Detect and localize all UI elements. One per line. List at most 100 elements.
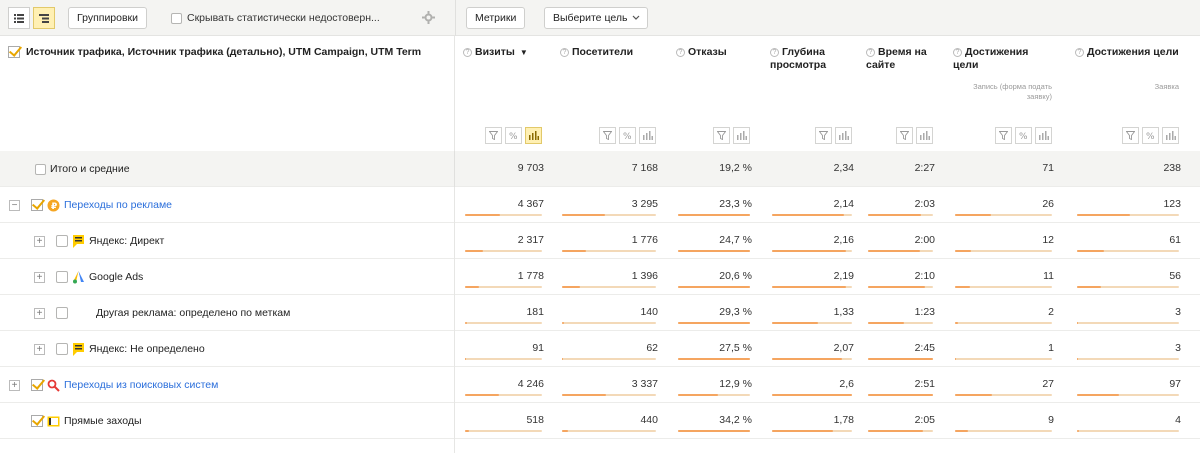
filter-button[interactable] — [485, 127, 502, 144]
dimension-checkbox[interactable] — [8, 46, 20, 58]
dimension-cell: + Яндекс: Не определено — [0, 331, 455, 367]
total-row[interactable]: Итого и средние 9 703 7 168 19,2 % 2,34 2:27 7… — [0, 151, 1200, 187]
column-header[interactable]: ? Глубина просмотра — [770, 36, 858, 151]
row-link[interactable]: Переходы по рекламе — [64, 199, 173, 211]
table-row[interactable]: + Яндекс: Директ 2 317 1 776 24,7 % 2,16 2:00 1… — [0, 223, 1200, 259]
metric-cell: 12 — [1042, 234, 1054, 246]
metric-cell: 2:05 — [914, 414, 935, 426]
row-checkbox[interactable] — [31, 415, 43, 427]
metric-cell: 19,2 % — [719, 162, 752, 174]
row-checkbox[interactable] — [56, 235, 68, 247]
collapse-icon[interactable]: − — [9, 199, 20, 211]
percent-button[interactable]: % — [619, 127, 636, 144]
row-checkbox[interactable] — [31, 199, 43, 211]
metric-cell: 2,16 — [833, 234, 854, 246]
groupings-button[interactable]: Группировки — [68, 7, 148, 29]
bar-chart-button[interactable] — [1035, 127, 1052, 144]
column-title[interactable]: ? Достижения цели — [1075, 46, 1179, 59]
help-icon[interactable]: ? — [953, 48, 962, 57]
list-icon — [14, 13, 24, 23]
filter-button[interactable] — [1122, 127, 1139, 144]
expand-icon[interactable]: + — [34, 235, 45, 247]
filter-button[interactable] — [896, 127, 913, 144]
column-title[interactable]: ? Время на сайте — [866, 46, 933, 72]
column-header[interactable]: ? Достижения цели Заявка% — [1075, 36, 1185, 151]
filter-button[interactable] — [995, 127, 1012, 144]
filter-button[interactable] — [713, 127, 730, 144]
table-row-partial — [0, 439, 1200, 453]
metric-bar-fill — [868, 394, 933, 396]
help-icon[interactable]: ? — [560, 48, 569, 57]
column-header[interactable]: ? Посетители% — [560, 36, 662, 151]
dimension-cell: + Google Ads — [0, 259, 455, 295]
tree-view-button[interactable] — [33, 7, 55, 29]
expand-icon[interactable]: + — [34, 343, 45, 355]
metric-cell: 2:00 — [914, 234, 935, 246]
column-title[interactable]: ? Глубина просмотра — [770, 46, 852, 72]
table-row[interactable]: + Переходы из поисковых систем 4 246 3 337 1… — [0, 367, 1200, 403]
column-header[interactable]: ? Достижения цели Запись (форма подать зая… — [953, 36, 1058, 151]
expand-icon[interactable]: + — [34, 307, 45, 319]
bar-chart-button[interactable] — [916, 127, 933, 144]
goal-subtitle: Заявка — [1154, 82, 1179, 91]
metric-bar — [678, 214, 750, 216]
column-header[interactable]: ? Визиты ▼% — [463, 36, 548, 151]
column-header[interactable]: ? Время на сайте — [866, 36, 939, 151]
row-checkbox[interactable] — [56, 307, 68, 319]
metric-bar — [562, 214, 656, 216]
table-row[interactable]: + Google Ads 1 778 1 396 20,6 % 2,19 2:10 11 56 — [0, 259, 1200, 295]
metric-cell: 1 — [1048, 342, 1054, 354]
row-checkbox[interactable] — [56, 343, 68, 355]
hide-unreliable-checkbox[interactable] — [171, 12, 182, 24]
table-row[interactable]: − ₽ Переходы по рекламе 4 367 3 295 23,3 % 2,1… — [0, 187, 1200, 223]
metric-bar — [1077, 358, 1179, 360]
sort-desc-icon[interactable]: ▼ — [519, 48, 528, 57]
percent-button[interactable]: % — [505, 127, 522, 144]
filter-button[interactable] — [599, 127, 616, 144]
metric-bar — [678, 394, 750, 396]
filter-icon — [603, 131, 612, 140]
column-title[interactable]: ? Достижения цели — [953, 46, 1052, 72]
row-link[interactable]: Переходы из поисковых систем — [64, 379, 219, 391]
total-checkbox[interactable] — [35, 163, 46, 175]
goal-select[interactable]: Выберите цель — [544, 7, 649, 29]
help-icon[interactable]: ? — [866, 48, 875, 57]
metric-bar — [868, 430, 933, 432]
metric-bar-fill — [955, 214, 991, 216]
metric-bar — [772, 430, 852, 432]
bar-chart-button[interactable] — [639, 127, 656, 144]
row-checkbox[interactable] — [56, 271, 68, 283]
help-icon[interactable]: ? — [676, 48, 685, 57]
help-icon[interactable]: ? — [770, 48, 779, 57]
expand-icon[interactable]: + — [9, 379, 20, 391]
metric-bar-fill — [1077, 430, 1080, 432]
column-title[interactable]: ? Посетители — [560, 46, 656, 59]
bar-chart-button[interactable] — [835, 127, 852, 144]
bar-chart-button[interactable] — [1162, 127, 1179, 144]
percent-button[interactable]: % — [1015, 127, 1032, 144]
table-row[interactable]: + Яндекс: Не определено 91 62 27,5 % 2,07 2:45… — [0, 331, 1200, 367]
table-row[interactable]: Прямые заходы 518 440 34,2 % 1,78 2:05 9 4 — [0, 403, 1200, 439]
table-row[interactable]: + Другая реклама: определено по меткам 181… — [0, 295, 1200, 331]
column-title[interactable]: ? Отказы — [676, 46, 750, 59]
column-tools — [713, 127, 750, 144]
metric-bar — [955, 322, 1052, 324]
bar-chart-button[interactable] — [733, 127, 750, 144]
percent-button[interactable]: % — [1142, 127, 1159, 144]
metrics-button[interactable]: Метрики — [466, 7, 526, 29]
filter-button[interactable] — [815, 127, 832, 144]
hide-unreliable-toggle[interactable]: Скрывать статистически недостоверн... — [171, 12, 380, 24]
gear-icon[interactable] — [422, 11, 435, 24]
column-title[interactable]: ? Визиты ▼ — [463, 46, 542, 59]
column-header[interactable]: ? Отказы — [676, 36, 756, 151]
metric-cell: 2:51 — [914, 378, 935, 390]
row-checkbox[interactable] — [31, 379, 43, 391]
list-view-button[interactable] — [8, 7, 30, 29]
help-icon[interactable]: ? — [463, 48, 472, 57]
svg-text:%: % — [1019, 132, 1028, 140]
chevron-down-icon — [633, 15, 640, 20]
metric-bar-fill — [678, 286, 750, 288]
help-icon[interactable]: ? — [1075, 48, 1084, 57]
bar-chart-button[interactable] — [525, 127, 542, 144]
expand-icon[interactable]: + — [34, 271, 45, 283]
